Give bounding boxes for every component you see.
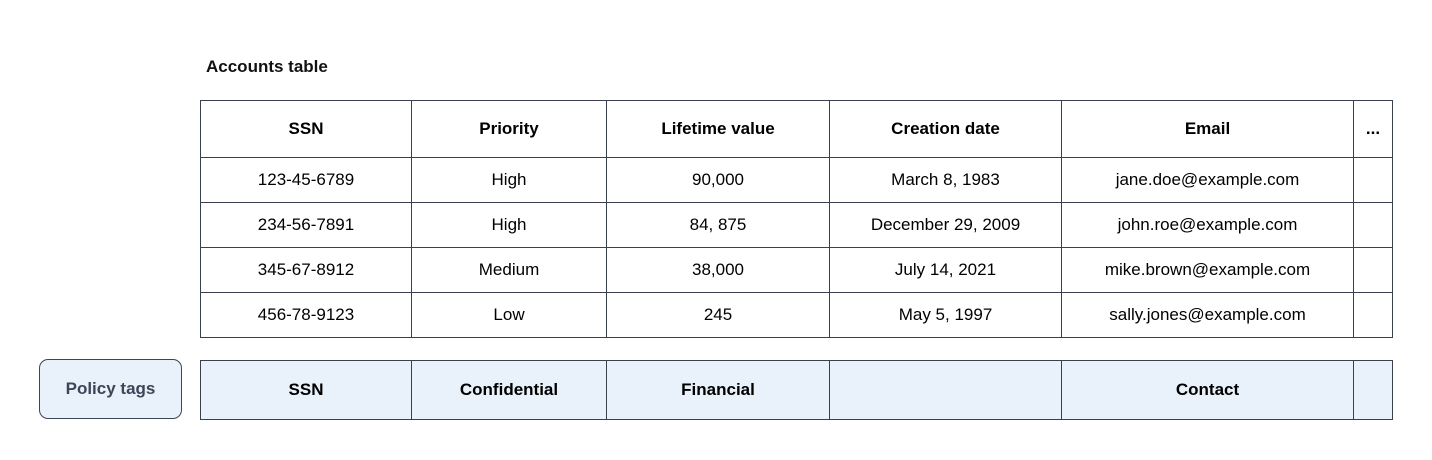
cell-lifetime-value: 90,000: [606, 157, 830, 203]
cell-priority: Low: [411, 292, 607, 338]
cell-ellipsis: [1353, 202, 1393, 248]
cell-creation-date: May 5, 1997: [829, 292, 1062, 338]
table-row: 234-56-7891 High 84, 875 December 29, 20…: [200, 202, 1393, 248]
column-header-creation-date: Creation date: [829, 100, 1062, 158]
page-title: Accounts table: [206, 57, 328, 76]
cell-lifetime-value: 38,000: [606, 247, 830, 293]
column-header-ellipsis: ...: [1353, 100, 1393, 158]
accounts-table: SSN Priority Lifetime value Creation dat…: [200, 100, 1393, 338]
policy-tag-empty: [829, 360, 1062, 420]
column-header-ssn: SSN: [200, 100, 412, 158]
column-header-priority: Priority: [411, 100, 607, 158]
cell-email: john.roe@example.com: [1061, 202, 1354, 248]
cell-lifetime-value: 84, 875: [606, 202, 830, 248]
table-row: 345-67-8912 Medium 38,000 July 14, 2021 …: [200, 247, 1393, 293]
cell-creation-date: March 8, 1983: [829, 157, 1062, 203]
cell-creation-date: December 29, 2009: [829, 202, 1062, 248]
cell-priority: High: [411, 157, 607, 203]
cell-ssn: 234-56-7891: [200, 202, 412, 248]
cell-ssn: 345-67-8912: [200, 247, 412, 293]
cell-ellipsis: [1353, 292, 1393, 338]
policy-tag-financial: Financial: [606, 360, 830, 420]
policy-row: SSN Confidential Financial Contact: [200, 360, 1393, 420]
policy-tag-confidential: Confidential: [411, 360, 607, 420]
table-row: 123-45-6789 High 90,000 March 8, 1983 ja…: [200, 157, 1393, 203]
cell-ssn: 456-78-9123: [200, 292, 412, 338]
cell-priority: Medium: [411, 247, 607, 293]
column-header-lifetime-value: Lifetime value: [606, 100, 830, 158]
cell-email: mike.brown@example.com: [1061, 247, 1354, 293]
policy-tag-empty-end: [1353, 360, 1393, 420]
policy-tags-label: Policy tags: [39, 359, 182, 419]
table-row: 456-78-9123 Low 245 May 5, 1997 sally.jo…: [200, 292, 1393, 338]
column-header-email: Email: [1061, 100, 1354, 158]
cell-email: jane.doe@example.com: [1061, 157, 1354, 203]
cell-priority: High: [411, 202, 607, 248]
cell-email: sally.jones@example.com: [1061, 292, 1354, 338]
policy-tag-ssn: SSN: [200, 360, 412, 420]
cell-lifetime-value: 245: [606, 292, 830, 338]
cell-ssn: 123-45-6789: [200, 157, 412, 203]
accounts-header-row: SSN Priority Lifetime value Creation dat…: [200, 100, 1393, 158]
policy-tag-contact: Contact: [1061, 360, 1354, 420]
cell-ellipsis: [1353, 157, 1393, 203]
cell-ellipsis: [1353, 247, 1393, 293]
cell-creation-date: July 14, 2021: [829, 247, 1062, 293]
policy-tags-row: SSN Confidential Financial Contact: [200, 360, 1393, 420]
